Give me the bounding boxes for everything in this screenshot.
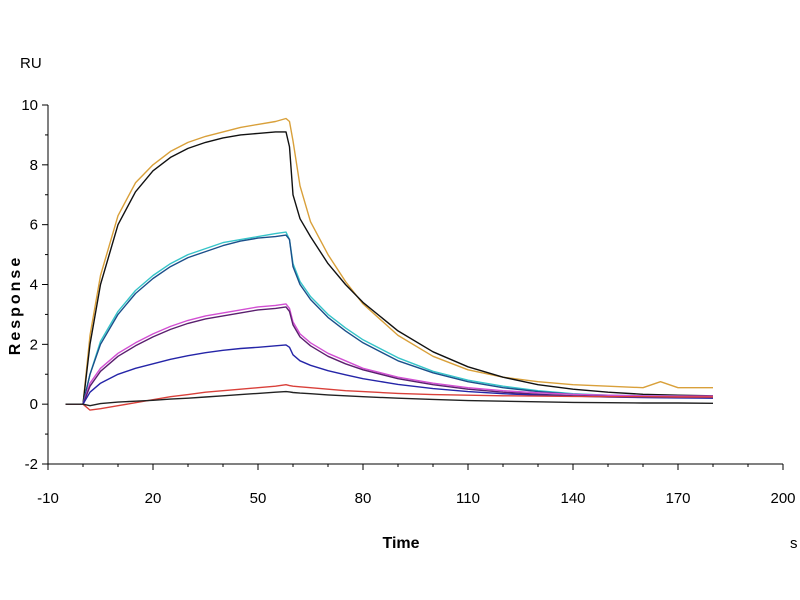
y-tick-label: 2 [30, 336, 38, 353]
y-ticks: -2 0 2 4 6 8 10 [21, 97, 48, 473]
series-line-4 [65, 234, 714, 405]
x-tick-label: 110 [456, 490, 480, 507]
x-tick-label: 170 [665, 490, 690, 507]
series-layer [65, 117, 714, 411]
series-line-1 [65, 117, 713, 405]
x-tick-label: 80 [355, 490, 372, 507]
series-line-2 [65, 131, 714, 405]
y-axis-title: Response [7, 255, 24, 355]
x-tick-label: 20 [145, 490, 162, 507]
y-unit-label: RU [20, 55, 42, 72]
x-tick-label: 140 [560, 490, 585, 507]
x-tick-label: 50 [250, 490, 267, 507]
series-line-9 [65, 390, 714, 407]
x-unit-label: s [790, 535, 798, 552]
y-tick-label: 6 [30, 217, 38, 234]
series-line-5 [65, 303, 713, 405]
axes: -2 0 2 4 6 8 10 -10 20 50 80 110 140 170 200 [21, 97, 795, 507]
x-axis-title: Time [382, 535, 419, 552]
series-line-7 [65, 344, 714, 405]
series-line-8 [65, 384, 713, 411]
x-ticks: -10 20 50 80 110 140 170 200 [37, 464, 796, 507]
series-line-6 [65, 306, 714, 405]
y-tick-label: 0 [30, 396, 38, 413]
y-tick-label: 8 [30, 157, 38, 174]
y-tick-label: 10 [21, 97, 38, 114]
y-tick-label: 4 [30, 277, 38, 294]
series-line-3 [65, 231, 714, 405]
y-tick-label: -2 [25, 456, 38, 473]
x-tick-label: 200 [770, 490, 795, 507]
x-tick-label: -10 [37, 490, 59, 507]
